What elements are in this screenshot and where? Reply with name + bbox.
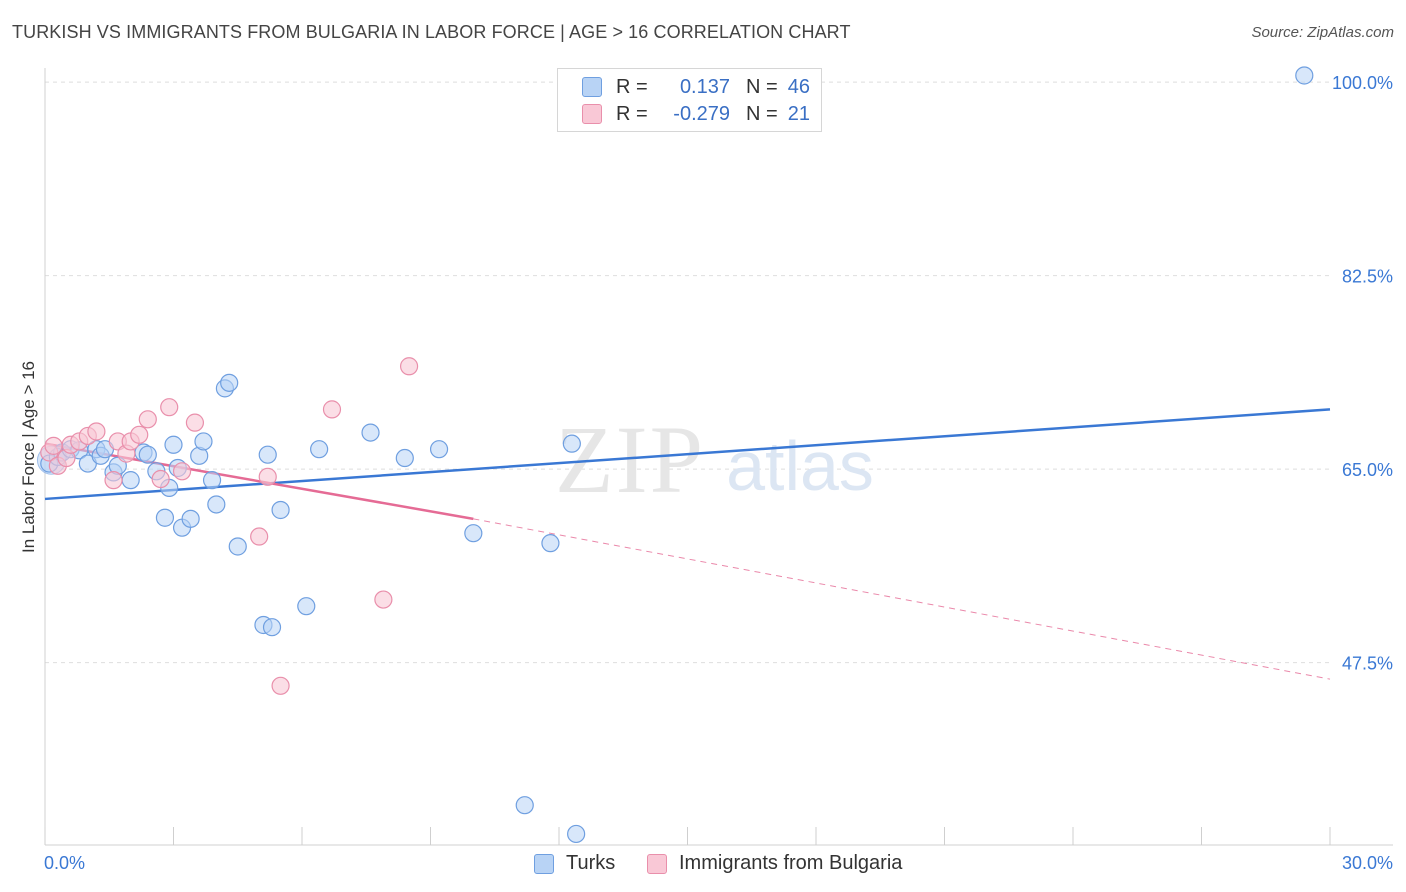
source-label: Source: ZipAtlas.com — [1251, 24, 1394, 41]
trend-lines — [44, 408, 1331, 680]
data-point-turks — [464, 524, 483, 543]
legend-r-label: R = — [616, 102, 648, 125]
data-point-turks — [138, 445, 157, 464]
legend-n-label: N = — [746, 102, 778, 125]
data-point-bulgaria — [130, 425, 149, 444]
data-point-bulgaria — [185, 413, 205, 432]
data-point-turks — [262, 618, 282, 637]
data-point-bulgaria — [151, 469, 170, 489]
data-point-bulgaria — [374, 590, 393, 609]
data-point-turks — [194, 432, 213, 451]
chart-title: TURKISH VS IMMIGRANTS FROM BULGARIA IN L… — [12, 22, 851, 42]
data-point-turks — [310, 440, 329, 459]
data-point-turks — [541, 534, 560, 553]
data-point-turks — [164, 435, 183, 454]
data-point-turks — [220, 373, 239, 392]
legend-swatch-bulgaria — [582, 104, 602, 124]
data-point-turks — [395, 448, 414, 468]
series-legend: Turks Immigrants from Bulgaria — [0, 852, 1406, 878]
data-point-bulgaria — [271, 676, 290, 695]
data-point-bulgaria — [399, 357, 419, 376]
watermark-atlas: atlas — [726, 427, 874, 505]
legend-item-turks: Turks — [534, 852, 615, 875]
y-tick-label: 100.0% — [1332, 73, 1393, 93]
data-point-turks — [228, 537, 247, 556]
y-tick-label: 82.5% — [1342, 267, 1393, 287]
gridlines — [45, 81, 1330, 664]
legend-n-label: N = — [746, 75, 778, 98]
legend-row-turks: R = 0.137 N = 46 — [582, 74, 810, 100]
data-point-turks — [271, 500, 290, 520]
data-point-turks — [181, 509, 200, 528]
data-point-turks — [515, 796, 534, 815]
data-point-turks — [297, 597, 316, 616]
data-point-bulgaria — [44, 436, 63, 455]
legend-r-label: R = — [616, 75, 648, 98]
data-point-bulgaria — [258, 467, 277, 486]
legend-r-value: 0.137 — [679, 75, 730, 98]
data-point-turks — [202, 471, 222, 490]
data-point-bulgaria — [322, 400, 342, 419]
legend-row-bulgaria: R = -0.279 N = 21 — [582, 101, 810, 127]
data-point-bulgaria — [138, 410, 157, 429]
legend-label-bulgaria: Immigrants from Bulgaria — [679, 852, 903, 874]
trend-line-bulgaria — [44, 442, 474, 521]
data-point-turks — [567, 824, 586, 844]
data-point-bulgaria — [160, 398, 179, 417]
tick-labels: 100.0% 82.5% 65.0% 47.5% 0.0% 30.0% — [44, 73, 1393, 873]
legend-swatch-turks — [534, 853, 554, 874]
legend-swatch-bulgaria — [647, 853, 667, 874]
trend-line-bulgaria-extrapolated — [473, 518, 1331, 680]
data-point-bulgaria — [104, 471, 123, 490]
x-tick-label: 0.0% — [44, 853, 85, 873]
data-point-turks — [429, 440, 449, 459]
legend-swatch-turks — [582, 77, 602, 97]
data-point-turks — [121, 471, 140, 490]
data-point-bulgaria — [250, 527, 269, 546]
y-tick-label: 47.5% — [1342, 654, 1393, 674]
watermark: ZIP atlas — [555, 406, 874, 513]
legend-item-bulgaria: Immigrants from Bulgaria — [647, 852, 902, 875]
data-point-turks — [562, 434, 581, 453]
data-point-bulgaria — [172, 462, 192, 481]
data-point-turks — [207, 495, 226, 514]
trend-line-turks — [44, 408, 1331, 501]
axes — [44, 68, 1393, 846]
legend-n-value: 21 — [787, 102, 810, 125]
y-axis-label: In Labor Force | Age > 16 — [19, 361, 38, 553]
x-tick-label: 30.0% — [1342, 853, 1393, 873]
legend-label-turks: Turks — [566, 852, 616, 874]
data-point-bulgaria — [87, 422, 106, 441]
data-points — [36, 66, 1314, 844]
correlation-legend: R = 0.137 N = 46 R = -0.279 N = 21 — [557, 68, 822, 132]
data-point-turks — [361, 423, 380, 442]
data-point-turks — [1295, 66, 1314, 85]
legend-r-value: -0.279 — [673, 102, 730, 125]
data-point-turks — [155, 508, 175, 527]
legend-n-value: 46 — [787, 75, 810, 98]
data-point-turks — [258, 445, 277, 464]
watermark-zip: ZIP — [555, 406, 705, 513]
y-tick-label: 65.0% — [1342, 460, 1393, 480]
